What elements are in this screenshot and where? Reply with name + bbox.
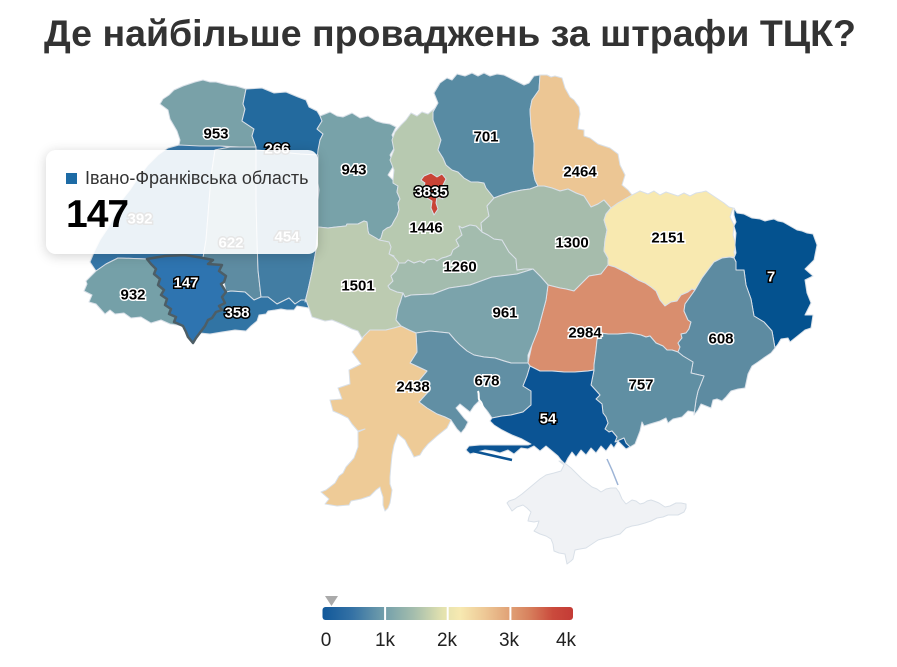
- svg-text:678: 678: [474, 373, 499, 390]
- svg-text:1501: 1501: [341, 278, 374, 295]
- svg-text:608: 608: [708, 331, 733, 348]
- svg-text:2984: 2984: [568, 325, 602, 342]
- svg-text:932: 932: [120, 287, 145, 304]
- svg-text:2151: 2151: [651, 230, 684, 247]
- svg-text:147: 147: [173, 275, 198, 292]
- svg-text:358: 358: [224, 305, 249, 322]
- svg-text:54: 54: [540, 411, 557, 428]
- svg-text:757: 757: [628, 377, 653, 394]
- svg-text:1446: 1446: [409, 220, 442, 237]
- svg-text:1300: 1300: [555, 235, 588, 252]
- svg-text:961: 961: [492, 305, 517, 322]
- svg-text:7: 7: [767, 269, 775, 286]
- svg-text:3835: 3835: [414, 184, 447, 201]
- svg-text:2464: 2464: [563, 164, 597, 181]
- svg-text:701: 701: [473, 129, 498, 146]
- svg-text:1260: 1260: [443, 259, 476, 276]
- svg-text:953: 953: [203, 126, 228, 143]
- svg-text:943: 943: [341, 162, 366, 179]
- svg-text:2438: 2438: [396, 379, 429, 396]
